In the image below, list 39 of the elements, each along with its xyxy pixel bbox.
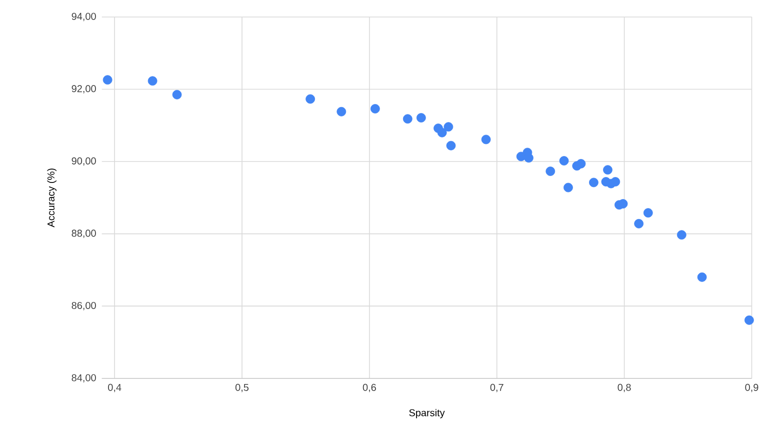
point bbox=[102, 75, 112, 84]
x-tick-label: 0,9 bbox=[745, 384, 758, 392]
point bbox=[172, 90, 182, 100]
point bbox=[589, 178, 598, 188]
point bbox=[634, 218, 644, 228]
point bbox=[697, 272, 707, 282]
x-axis-title: Sparsity bbox=[409, 408, 445, 418]
point bbox=[524, 153, 534, 162]
x-tick-label: 0,4 bbox=[108, 384, 122, 392]
y-tick-label: 84,00 bbox=[72, 374, 96, 382]
x-tick-label: 0,6 bbox=[362, 384, 376, 392]
point bbox=[148, 76, 158, 86]
point bbox=[603, 165, 612, 174]
point bbox=[643, 208, 653, 218]
y-tick-label: 88,00 bbox=[72, 230, 96, 238]
point bbox=[610, 176, 620, 186]
point bbox=[676, 230, 686, 240]
point bbox=[546, 166, 556, 176]
point bbox=[306, 94, 316, 104]
point bbox=[744, 315, 754, 325]
point bbox=[416, 112, 426, 122]
y-tick-label: 90,00 bbox=[72, 157, 96, 166]
point bbox=[370, 104, 380, 114]
y-tick-label: 86,00 bbox=[72, 302, 96, 310]
x-tick-label: 0,5 bbox=[235, 384, 249, 392]
point bbox=[559, 156, 569, 166]
point bbox=[446, 140, 456, 150]
x-tick-label: 0,8 bbox=[618, 384, 631, 392]
point bbox=[437, 128, 447, 138]
point bbox=[481, 134, 491, 144]
y-tick-label: 92,00 bbox=[72, 85, 96, 94]
point bbox=[336, 106, 346, 116]
point bbox=[576, 158, 586, 168]
x-tick-label: 0,7 bbox=[490, 384, 504, 392]
point bbox=[402, 114, 412, 124]
point bbox=[444, 122, 454, 132]
y-axis-title: Accuracy (%) bbox=[47, 168, 56, 228]
y-tick-label: 94,00 bbox=[72, 12, 96, 21]
point bbox=[564, 182, 573, 192]
